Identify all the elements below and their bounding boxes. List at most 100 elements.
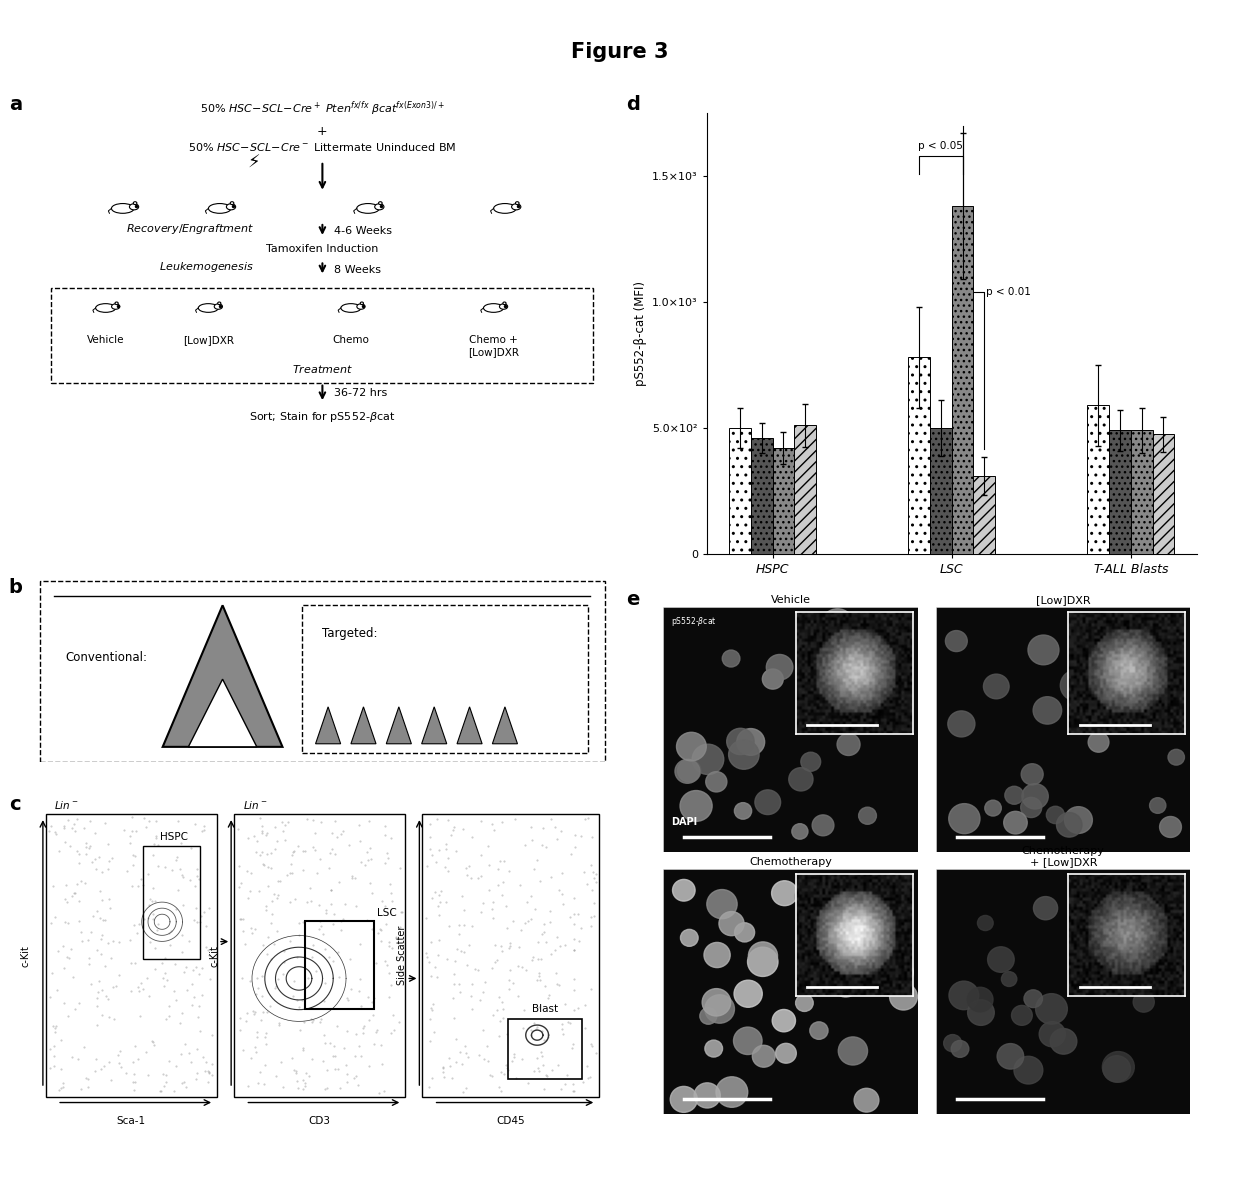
Text: c: c <box>9 796 20 815</box>
Circle shape <box>1035 993 1068 1024</box>
Title: Chemotherapy
+ [Low]DXR: Chemotherapy + [Low]DXR <box>1022 846 1105 867</box>
Bar <box>1131 430 1153 554</box>
Circle shape <box>675 760 699 784</box>
Title: [Low]DXR: [Low]DXR <box>1035 596 1091 605</box>
Ellipse shape <box>374 204 384 210</box>
Circle shape <box>1028 635 1059 665</box>
Bar <box>305 921 373 1009</box>
Circle shape <box>945 630 967 651</box>
Circle shape <box>844 918 861 934</box>
Circle shape <box>1021 797 1042 817</box>
Circle shape <box>1060 669 1092 701</box>
Text: Sort; Stain for pS552-$\beta$cat: Sort; Stain for pS552-$\beta$cat <box>249 410 396 424</box>
Text: +: + <box>317 125 327 138</box>
Circle shape <box>1125 662 1154 692</box>
Circle shape <box>792 824 808 840</box>
Circle shape <box>692 744 724 774</box>
Text: DAPI: DAPI <box>671 817 697 828</box>
Circle shape <box>870 659 903 690</box>
Circle shape <box>1149 798 1166 813</box>
Circle shape <box>949 981 978 1010</box>
Circle shape <box>1003 811 1027 834</box>
Ellipse shape <box>341 304 361 312</box>
Bar <box>1153 435 1174 554</box>
Polygon shape <box>162 605 283 747</box>
Circle shape <box>1004 786 1023 804</box>
Circle shape <box>1022 784 1048 809</box>
Ellipse shape <box>112 204 134 213</box>
Text: d: d <box>626 95 640 114</box>
Circle shape <box>812 815 835 836</box>
Text: e: e <box>626 590 640 609</box>
Text: $\it{Lin}^-$: $\it{Lin}^-$ <box>243 799 267 811</box>
Text: CD3: CD3 <box>309 1116 331 1127</box>
Text: Chemo +
[Low]DXR: Chemo + [Low]DXR <box>467 335 520 357</box>
Text: HSPC: HSPC <box>160 833 188 842</box>
Circle shape <box>1033 697 1061 724</box>
Circle shape <box>677 732 707 761</box>
Ellipse shape <box>494 204 516 213</box>
Text: Figure 3: Figure 3 <box>572 42 668 62</box>
Text: Tamoxifen Induction: Tamoxifen Induction <box>267 244 378 254</box>
Text: Side Scatter: Side Scatter <box>397 927 407 985</box>
Ellipse shape <box>231 201 234 205</box>
Bar <box>750 438 773 554</box>
Bar <box>1087 405 1109 554</box>
Bar <box>930 428 952 554</box>
Ellipse shape <box>503 303 506 305</box>
Circle shape <box>1075 635 1095 653</box>
Polygon shape <box>492 707 517 743</box>
Circle shape <box>677 760 701 782</box>
Text: Blast: Blast <box>532 1004 558 1014</box>
Circle shape <box>729 740 759 769</box>
Circle shape <box>1151 654 1171 673</box>
Circle shape <box>776 1043 796 1064</box>
Circle shape <box>1102 1052 1135 1083</box>
Circle shape <box>889 984 918 1010</box>
Circle shape <box>835 975 857 997</box>
FancyBboxPatch shape <box>303 605 588 753</box>
Circle shape <box>704 942 730 967</box>
Circle shape <box>1002 972 1017 986</box>
FancyBboxPatch shape <box>40 581 605 762</box>
Text: $\it{Lin}^-$: $\it{Lin}^-$ <box>55 799 79 811</box>
Ellipse shape <box>378 201 382 205</box>
Circle shape <box>832 628 862 657</box>
Circle shape <box>1168 749 1184 765</box>
Circle shape <box>854 1089 879 1112</box>
Circle shape <box>749 942 777 969</box>
Circle shape <box>810 1022 828 1040</box>
Circle shape <box>877 874 908 905</box>
Circle shape <box>987 947 1014 972</box>
Circle shape <box>722 650 740 667</box>
Circle shape <box>734 1027 763 1054</box>
Circle shape <box>1125 701 1157 734</box>
Ellipse shape <box>484 304 503 312</box>
Text: p < 0.05: p < 0.05 <box>919 141 963 151</box>
Circle shape <box>951 1041 968 1058</box>
Circle shape <box>1115 881 1145 910</box>
Ellipse shape <box>357 304 365 310</box>
Circle shape <box>806 898 830 921</box>
Circle shape <box>706 772 727 792</box>
Circle shape <box>1039 1022 1065 1047</box>
Circle shape <box>737 729 765 755</box>
Circle shape <box>699 1008 717 1024</box>
FancyBboxPatch shape <box>51 287 594 382</box>
Ellipse shape <box>361 303 363 305</box>
Text: [Low]DXR: [Low]DXR <box>182 335 234 345</box>
Text: ⚡: ⚡ <box>248 154 260 173</box>
Ellipse shape <box>218 303 221 305</box>
Bar <box>234 815 405 1097</box>
Circle shape <box>789 768 813 791</box>
Text: c-Kit: c-Kit <box>210 944 219 967</box>
Polygon shape <box>422 707 446 743</box>
Circle shape <box>707 890 737 918</box>
Text: $\it{Leukemogenesis}$: $\it{Leukemogenesis}$ <box>159 261 254 274</box>
Ellipse shape <box>227 204 236 210</box>
Ellipse shape <box>215 304 222 310</box>
Ellipse shape <box>357 204 379 213</box>
Circle shape <box>801 753 821 772</box>
Ellipse shape <box>516 201 520 205</box>
Circle shape <box>1064 806 1092 834</box>
